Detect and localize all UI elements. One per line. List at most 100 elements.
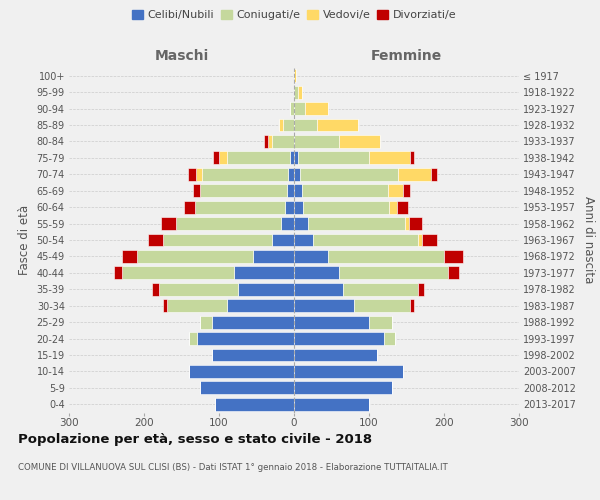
Bar (264, 135, 268, 148)
Bar (213, 152, 219, 164)
Bar (151, 283, 159, 296)
Bar (328, 250, 444, 263)
Bar (290, 102, 294, 115)
Bar (339, 266, 448, 280)
Bar (121, 266, 234, 280)
Bar (200, 316, 212, 328)
Bar (121, 250, 137, 263)
Bar (188, 168, 196, 180)
Bar (227, 152, 290, 164)
Bar (294, 266, 339, 280)
Bar (305, 102, 328, 115)
Bar (200, 184, 287, 197)
Bar (410, 300, 414, 312)
Bar (317, 118, 358, 132)
Bar (189, 365, 294, 378)
Bar (294, 283, 343, 296)
Bar (389, 200, 397, 213)
Bar (421, 234, 437, 246)
Bar (298, 86, 302, 98)
Bar (294, 398, 369, 410)
Bar (161, 217, 176, 230)
Bar (405, 217, 409, 230)
Text: Maschi: Maschi (154, 49, 209, 63)
Text: Popolazione per età, sesso e stato civile - 2018: Popolazione per età, sesso e stato civil… (18, 432, 372, 446)
Bar (215, 398, 294, 410)
Bar (281, 217, 294, 230)
Bar (294, 118, 317, 132)
Bar (137, 250, 253, 263)
Bar (238, 283, 294, 296)
Bar (219, 152, 227, 164)
Bar (290, 152, 294, 164)
Bar (114, 266, 121, 280)
Bar (418, 234, 421, 246)
Bar (448, 266, 459, 280)
Bar (300, 168, 398, 180)
Bar (288, 168, 294, 180)
Bar (271, 234, 294, 246)
Bar (148, 234, 163, 246)
Bar (308, 217, 405, 230)
Bar (294, 316, 369, 328)
Bar (294, 234, 313, 246)
Bar (200, 382, 294, 394)
Bar (294, 86, 298, 98)
Bar (196, 168, 202, 180)
Bar (167, 300, 227, 312)
Bar (294, 70, 296, 82)
Y-axis label: Anni di nascita: Anni di nascita (583, 196, 595, 284)
Bar (313, 234, 418, 246)
Bar (294, 102, 305, 115)
Bar (189, 332, 197, 345)
Text: Femmine: Femmine (371, 49, 442, 63)
Bar (195, 200, 285, 213)
Bar (369, 316, 392, 328)
Bar (212, 316, 294, 328)
Bar (212, 348, 294, 362)
Bar (397, 200, 408, 213)
Bar (431, 168, 437, 180)
Bar (294, 300, 354, 312)
Bar (227, 300, 294, 312)
Bar (283, 118, 294, 132)
Bar (294, 217, 308, 230)
Bar (294, 135, 339, 148)
Bar (163, 234, 271, 246)
Bar (444, 250, 463, 263)
Bar (388, 184, 403, 197)
Bar (354, 300, 410, 312)
Bar (271, 135, 294, 148)
Bar (268, 135, 271, 148)
Bar (294, 348, 377, 362)
Bar (398, 168, 431, 180)
Bar (343, 283, 418, 296)
Bar (193, 184, 200, 197)
Bar (403, 184, 410, 197)
Bar (303, 200, 389, 213)
Bar (202, 168, 288, 180)
Bar (159, 283, 238, 296)
Bar (294, 382, 392, 394)
Bar (234, 266, 294, 280)
Bar (298, 152, 369, 164)
Bar (253, 250, 294, 263)
Bar (163, 300, 167, 312)
Bar (287, 184, 294, 197)
Bar (294, 168, 300, 180)
Bar (294, 152, 298, 164)
Bar (302, 184, 388, 197)
Text: COMUNE DI VILLANUOVA SUL CLISI (BS) - Dati ISTAT 1° gennaio 2018 - Elaborazione : COMUNE DI VILLANUOVA SUL CLISI (BS) - Da… (18, 462, 448, 471)
Bar (294, 250, 328, 263)
Bar (410, 152, 414, 164)
Bar (294, 332, 384, 345)
Bar (285, 200, 294, 213)
Bar (294, 184, 302, 197)
Bar (176, 217, 281, 230)
Bar (197, 332, 294, 345)
Bar (409, 217, 422, 230)
Bar (279, 118, 283, 132)
Bar (294, 365, 403, 378)
Bar (418, 283, 424, 296)
Bar (294, 200, 303, 213)
